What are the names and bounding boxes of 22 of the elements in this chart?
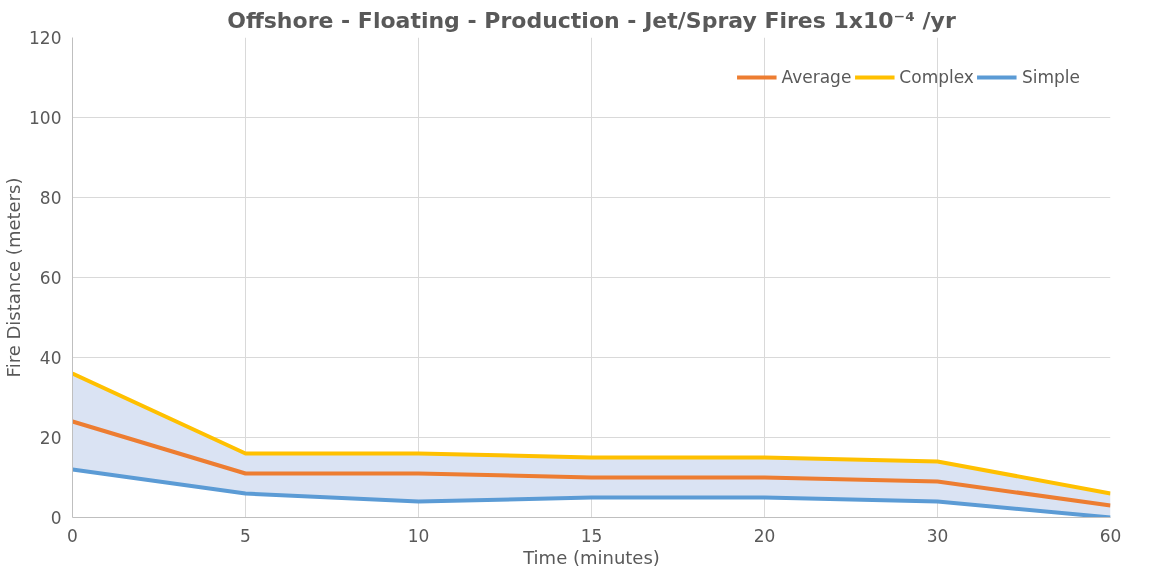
x-axis-title: Time (minutes) (522, 546, 660, 568)
y-tick-label: 0 (50, 508, 62, 528)
x-tick-label: 15 (580, 525, 603, 546)
x-tick-label: 0 (67, 525, 78, 546)
y-tick-label: 120 (29, 28, 62, 48)
y-tick-label: 100 (29, 108, 62, 128)
y-tick-label: 60 (39, 268, 62, 288)
x-tick-label: 5 (240, 525, 251, 546)
legend-label: Average (781, 67, 852, 87)
legend-label: Complex (899, 67, 974, 87)
y-tick-label: 40 (39, 348, 62, 368)
x-tick-label: 20 (753, 525, 776, 546)
y-tick-label: 80 (39, 188, 62, 208)
y-tick-label: 20 (39, 428, 62, 448)
line-series (72, 371, 1111, 496)
x-tick-label: 60 (1099, 525, 1122, 546)
line-series (72, 419, 1111, 508)
chart-title: Offshore - Floating - Production - Jet/Spray Fires 1x10⁻⁴ /yr (227, 7, 956, 33)
y-axis-title: Fire Distance (meters) (3, 177, 25, 378)
x-tick-label: 30 (926, 525, 949, 546)
x-tick-label: 10 (407, 525, 430, 546)
legend-label: Simple (1021, 67, 1080, 87)
